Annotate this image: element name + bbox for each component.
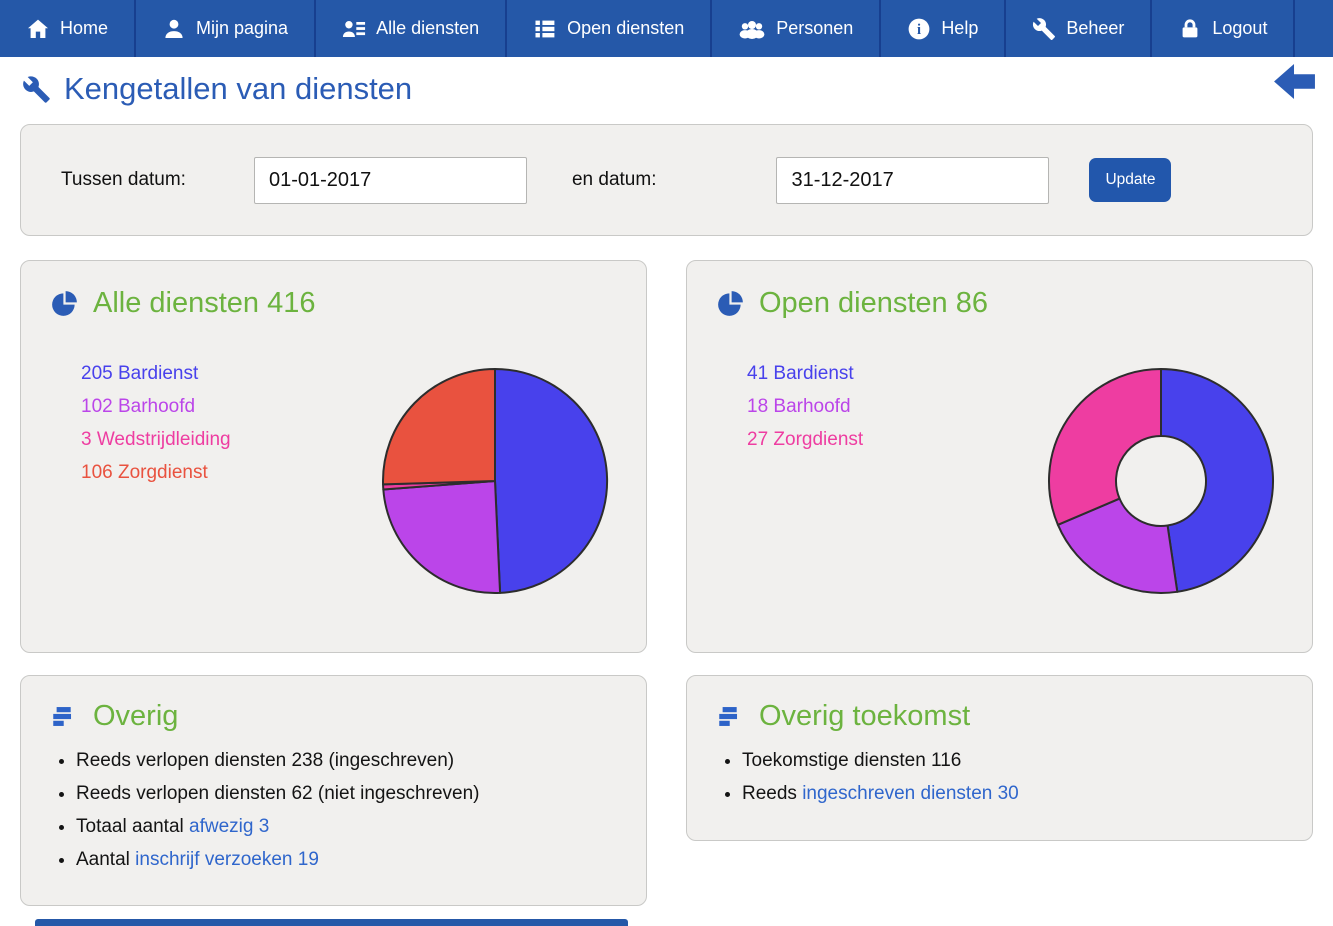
nav-item-home[interactable]: Home bbox=[0, 0, 137, 57]
list-text: Reeds verlopen diensten 238 (ingeschreve… bbox=[76, 750, 455, 771]
from-date-input[interactable] bbox=[253, 156, 527, 204]
pie-chart-icon bbox=[718, 291, 743, 316]
nav-item-label: Mijn pagina bbox=[196, 18, 289, 38]
wrench-icon bbox=[23, 75, 50, 103]
nav-item-logout[interactable]: Logout bbox=[1152, 0, 1296, 57]
panel-alle-diensten: Alle diensten 416 205 Bardienst 102 Barho… bbox=[20, 260, 647, 653]
list-text: Toekomstige diensten 116 bbox=[742, 750, 962, 771]
pie-slice bbox=[1160, 368, 1274, 593]
list-item: Totaal aantal afwezig 3 bbox=[76, 816, 646, 838]
nav-item-label: Home bbox=[60, 18, 109, 38]
panel-title: Open diensten 86 bbox=[759, 287, 988, 319]
page-header: Kengetallen van diensten bbox=[0, 57, 1333, 118]
summary-row: Overig Reeds verlopen diensten 238 (inge… bbox=[20, 675, 1313, 906]
legend: 41 Bardienst 18 Barhoofd 27 Zorgdienst bbox=[747, 357, 863, 456]
people-icon bbox=[739, 20, 765, 39]
bullet-list: Toekomstige diensten 116 Reeds ingeschrev… bbox=[687, 750, 1312, 805]
legend-item: 3 Wedstrijdleiding bbox=[81, 429, 231, 450]
nav-item-label: Help bbox=[941, 18, 979, 38]
nav-item-label: Alle diensten bbox=[376, 18, 480, 38]
list-item: Reeds verlopen diensten 62 (niet ingesch… bbox=[76, 783, 646, 805]
svg-text:i: i bbox=[917, 22, 921, 38]
date-filter-panel: Tussen datum: en datum: Update bbox=[20, 124, 1313, 236]
pie-slice bbox=[382, 368, 496, 486]
legend-item: 102 Barhoofd bbox=[81, 396, 196, 417]
inline-link[interactable]: afwezig 3 bbox=[189, 816, 270, 837]
bullet-list: Reeds verlopen diensten 238 (ingeschreve… bbox=[21, 750, 646, 871]
panel-title: Overig bbox=[93, 700, 179, 732]
nav-item-label: Personen bbox=[776, 18, 854, 38]
nav-item-label: Open diensten bbox=[567, 18, 685, 38]
list-item: Aantal inschrijf verzoeken 19 bbox=[76, 849, 646, 871]
charts-row: Alle diensten 416 205 Bardienst 102 Barho… bbox=[20, 260, 1313, 653]
list-icon bbox=[535, 20, 555, 37]
list-text: Reeds bbox=[742, 783, 803, 804]
panel-overig-toekomst: Overig toekomst Toekomstige diensten 116… bbox=[686, 675, 1313, 841]
pie-slice bbox=[1056, 497, 1179, 594]
back-arrow-icon bbox=[1274, 63, 1315, 100]
panel-open-diensten: Open diensten 86 41 Bardienst 18 Barhoofd… bbox=[686, 260, 1313, 653]
to-date-input[interactable] bbox=[776, 156, 1050, 204]
donut-chart-svg bbox=[1048, 368, 1274, 594]
nav-bar: Home Mijn pagina Alle diensten Open dien… bbox=[0, 0, 1333, 57]
home-icon bbox=[28, 19, 48, 38]
page-title: Kengetallen van diensten bbox=[64, 71, 413, 106]
legend-item: 27 Zorgdienst bbox=[747, 429, 864, 450]
panel-header: Open diensten 86 bbox=[687, 261, 1312, 320]
nav-item-help[interactable]: i Help bbox=[881, 0, 1007, 57]
nav-item-beheer[interactable]: Beheer bbox=[1006, 0, 1153, 57]
pie-slice bbox=[1048, 368, 1162, 526]
panel-header: Overig toekomst bbox=[687, 676, 1312, 733]
pie-chart-svg bbox=[382, 368, 609, 594]
partial-footer-bar bbox=[35, 919, 628, 926]
person-list-icon bbox=[343, 20, 366, 37]
legend-item: 18 Barhoofd bbox=[747, 396, 851, 417]
legend-item: 106 Zorgdienst bbox=[81, 462, 208, 483]
nav-item-open-diensten[interactable]: Open diensten bbox=[507, 0, 713, 57]
panel-header: Overig bbox=[21, 676, 646, 733]
list-text: Reeds verlopen diensten 62 (niet ingesch… bbox=[76, 783, 480, 804]
wrench-icon bbox=[1033, 17, 1056, 40]
bars-icon bbox=[53, 707, 72, 726]
nav-item-label: Logout bbox=[1212, 18, 1268, 38]
person-icon bbox=[165, 19, 183, 38]
panel-overig: Overig Reeds verlopen diensten 238 (inge… bbox=[20, 675, 647, 906]
back-button[interactable] bbox=[1273, 63, 1316, 100]
nav-item-alle-diensten[interactable]: Alle diensten bbox=[316, 0, 508, 57]
pie-slice bbox=[494, 368, 609, 594]
legend: 205 Bardienst 102 Barhoofd 3 Wedstrijdleid… bbox=[81, 357, 231, 489]
bars-icon bbox=[719, 707, 738, 726]
update-button[interactable]: Update bbox=[1089, 158, 1172, 202]
inline-link[interactable]: ingeschreven diensten 30 bbox=[802, 783, 1019, 804]
inline-link[interactable]: inschrijf verzoeken 19 bbox=[135, 849, 319, 870]
from-date-label: Tussen datum: bbox=[61, 169, 186, 190]
nav-item-mijn-pagina[interactable]: Mijn pagina bbox=[136, 0, 317, 57]
lock-icon bbox=[1182, 18, 1198, 37]
list-item: Toekomstige diensten 116 bbox=[742, 750, 1312, 772]
nav-item-label: Beheer bbox=[1066, 18, 1125, 38]
pie-chart-icon bbox=[52, 291, 77, 316]
to-date-label: en datum: bbox=[571, 169, 657, 190]
info-icon: i bbox=[908, 18, 930, 39]
panel-header: Alle diensten 416 bbox=[21, 261, 646, 320]
pie-slice bbox=[382, 480, 502, 594]
list-text: Totaal aantal bbox=[76, 816, 190, 837]
panel-title: Alle diensten 416 bbox=[93, 287, 316, 319]
list-item: Reeds ingeschreven diensten 30 bbox=[742, 783, 1312, 805]
nav-item-personen[interactable]: Personen bbox=[712, 0, 882, 57]
legend-item: 205 Bardienst bbox=[81, 363, 199, 384]
list-item: Reeds verlopen diensten 238 (ingeschreve… bbox=[76, 750, 646, 772]
panel-title: Overig toekomst bbox=[759, 700, 971, 732]
legend-item: 41 Bardienst bbox=[747, 363, 854, 384]
list-text: Aantal bbox=[76, 849, 136, 870]
